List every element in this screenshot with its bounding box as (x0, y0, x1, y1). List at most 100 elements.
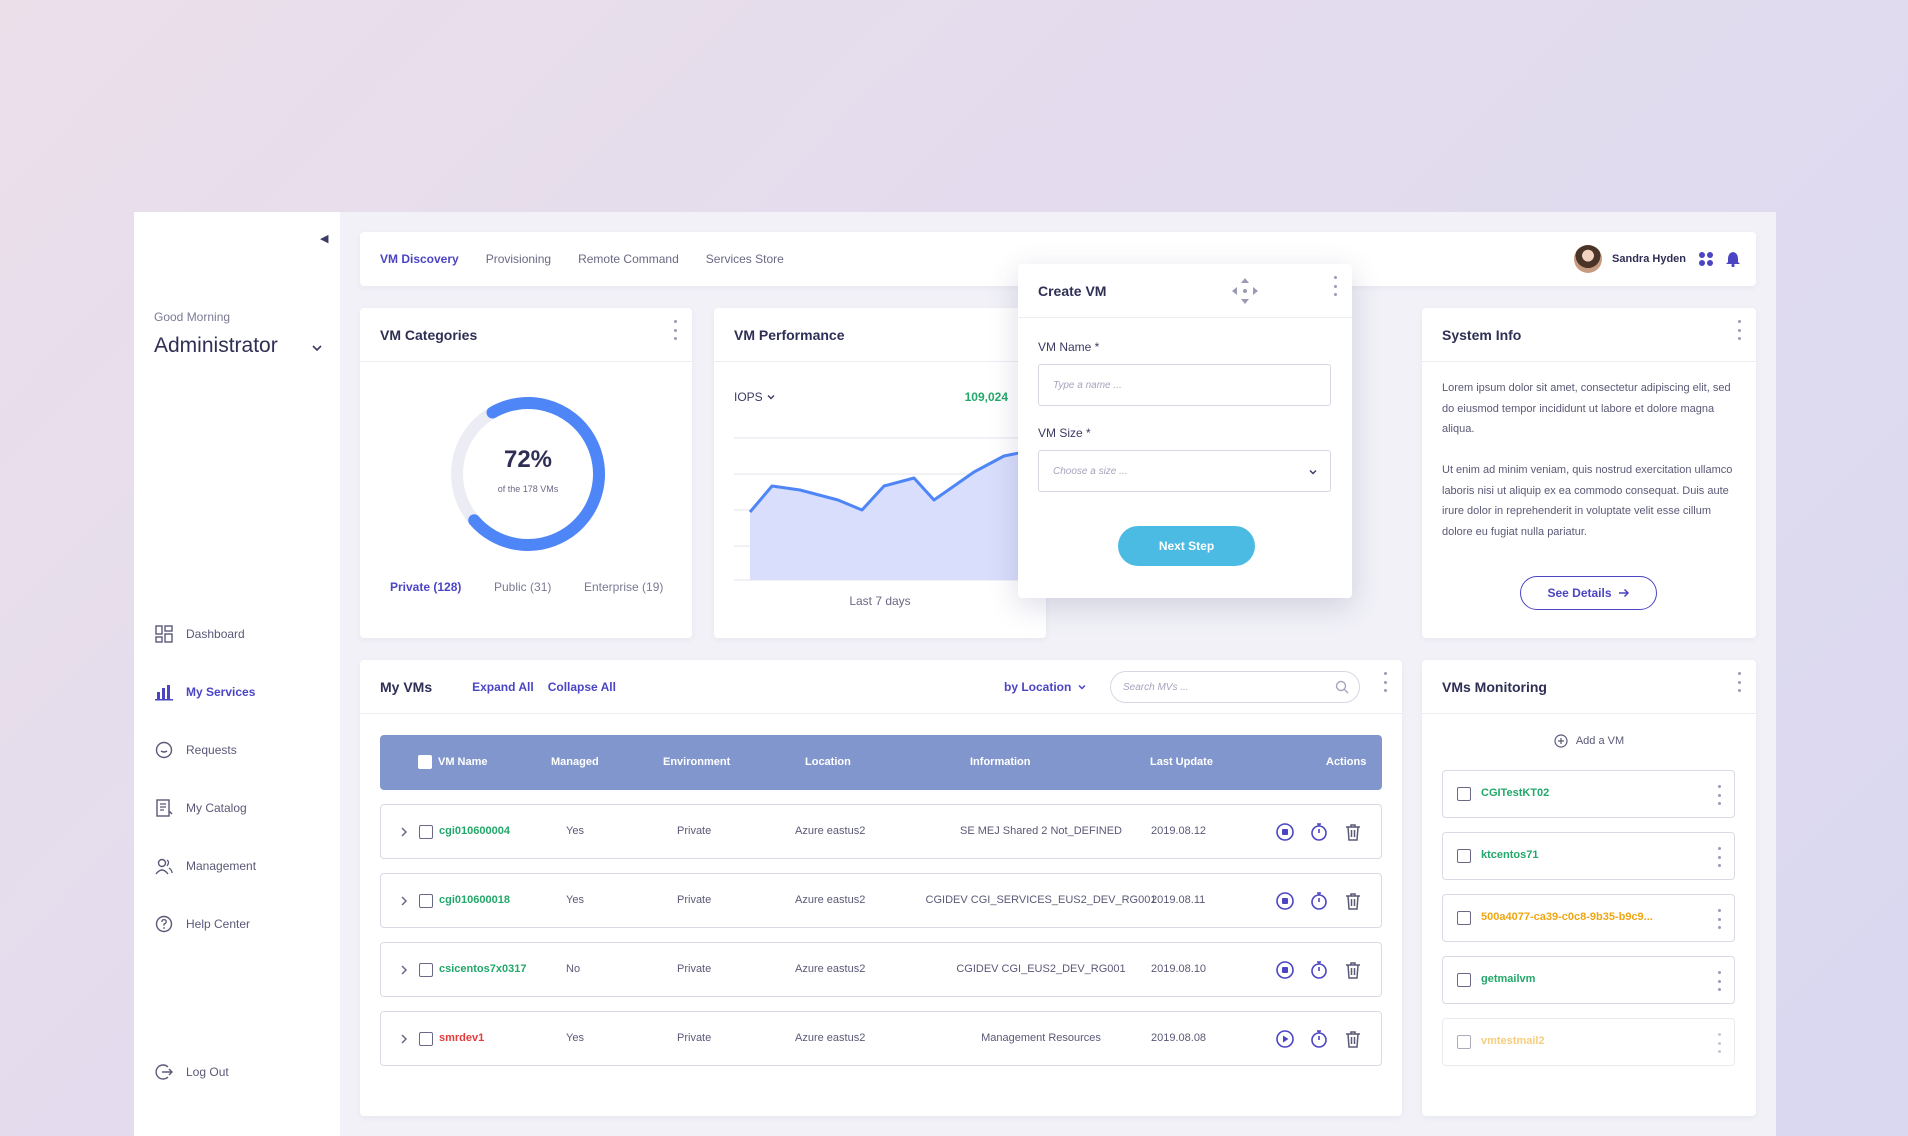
monitor-checkbox[interactable] (1457, 911, 1471, 925)
trash-icon[interactable] (1343, 1029, 1363, 1049)
location-cell: Azure eastus2 (795, 825, 866, 837)
vm-name-input[interactable]: Type a name ... (1038, 364, 1331, 406)
sidebar-item-dashboard[interactable]: Dashboard (154, 620, 324, 648)
legend-private[interactable]: Private (128) (390, 580, 462, 594)
chevron-right-icon[interactable] (399, 823, 409, 841)
chevron-right-icon[interactable] (399, 961, 409, 979)
row-checkbox[interactable] (419, 825, 433, 839)
card-title: VMs Monitoring (1442, 678, 1547, 695)
sidebar-item-help-center[interactable]: Help Center (154, 910, 324, 938)
monitor-checkbox[interactable] (1457, 849, 1471, 863)
expand-all-button[interactable]: Expand All (472, 679, 534, 694)
group-by-dropdown[interactable]: by Location (1004, 680, 1087, 694)
vm-name-cell[interactable]: csicentos7x0317 (439, 963, 527, 975)
trash-icon[interactable] (1343, 960, 1363, 980)
vm-performance-card: VM Performance IOPS 109,024 Last 7 days (714, 308, 1046, 638)
greeting: Good Morning (154, 310, 231, 324)
more-options-icon[interactable] (1716, 1033, 1722, 1053)
legend-enterprise[interactable]: Enterprise (19) (584, 580, 664, 594)
column-header[interactable]: Managed (551, 756, 599, 768)
select-all-checkbox[interactable] (418, 755, 432, 769)
vm-name-cell[interactable]: cgi010600018 (439, 894, 510, 906)
timer-icon[interactable] (1309, 891, 1329, 911)
sidebar-item-requests[interactable]: Requests (154, 736, 324, 764)
sidebar-item-my-catalog[interactable]: My Catalog (154, 794, 324, 822)
metric-dropdown[interactable]: IOPS (734, 390, 776, 404)
next-step-button[interactable]: Next Step (1118, 526, 1255, 566)
more-options-icon[interactable] (1332, 276, 1338, 296)
user-role-dropdown[interactable]: Administrator (154, 334, 278, 357)
column-header[interactable]: Location (805, 756, 851, 768)
table-row[interactable]: smrdev1 Yes Private Azure eastus2 Management… (380, 1011, 1382, 1066)
monitored-vm-item[interactable]: getmailvm (1442, 956, 1735, 1004)
stop-icon[interactable] (1275, 822, 1295, 842)
see-details-button[interactable]: See Details (1520, 576, 1657, 610)
column-header[interactable]: Environment (663, 756, 731, 768)
chevron-right-icon[interactable] (399, 1030, 409, 1048)
stop-icon[interactable] (1275, 891, 1295, 911)
environment-cell: Private (677, 894, 712, 906)
more-options-icon[interactable] (1716, 971, 1722, 991)
tab-vm-discovery[interactable]: VM Discovery (380, 252, 459, 266)
legend-public[interactable]: Public (31) (494, 580, 552, 594)
card-title: VM Performance (734, 326, 845, 343)
table-row[interactable]: cgi010600018 Yes Private Azure eastus2 CGIDE… (380, 873, 1382, 928)
managed-cell: Yes (566, 894, 584, 906)
table-row[interactable]: cgi010600004 Yes Private Azure eastus2 SE ME… (380, 804, 1382, 859)
column-header[interactable]: Last Update (1150, 756, 1213, 768)
row-checkbox[interactable] (419, 963, 433, 977)
monitor-checkbox[interactable] (1457, 973, 1471, 987)
monitor-checkbox[interactable] (1457, 787, 1471, 801)
tab-services-store[interactable]: Services Store (705, 252, 784, 266)
user-menu[interactable]: Sandra Hyden (1574, 245, 1686, 273)
more-options-icon[interactable] (672, 320, 678, 340)
collapse-all-button[interactable]: Collapse All (547, 679, 616, 694)
row-checkbox[interactable] (419, 894, 433, 908)
monitored-vm-item[interactable]: ktcentos71 (1442, 832, 1735, 880)
more-options-icon[interactable] (1716, 847, 1722, 867)
sidebar-item-management[interactable]: Management (154, 852, 324, 880)
stop-icon[interactable] (1275, 960, 1295, 980)
vm-name-cell[interactable]: cgi010600004 (439, 825, 510, 837)
move-icon[interactable] (1230, 276, 1260, 306)
logout-button[interactable]: Log Out (154, 1058, 324, 1086)
monitored-vm-name: getmailvm (1481, 973, 1536, 985)
more-options-icon[interactable] (1736, 320, 1742, 340)
performance-line (748, 450, 1025, 513)
tab-remote-command[interactable]: Remote Command (578, 252, 679, 266)
apps-grid-icon[interactable] (1698, 251, 1714, 267)
bell-icon[interactable] (1725, 251, 1741, 267)
collapse-sidebar-icon[interactable]: ◀ (320, 233, 329, 245)
timer-icon[interactable] (1309, 960, 1329, 980)
monitored-vm-name: 500a4077-ca39-c0c8-9b35-b9c9... (1481, 911, 1653, 923)
more-options-icon[interactable] (1716, 909, 1722, 929)
more-options-icon[interactable] (1382, 672, 1388, 692)
vm-size-select[interactable]: Choose a size ... (1038, 450, 1331, 492)
monitored-vm-item[interactable]: CGITestKT02 (1442, 770, 1735, 818)
timer-icon[interactable] (1309, 822, 1329, 842)
add-vm-button[interactable]: Add a VM (1422, 734, 1756, 748)
vm-name-cell[interactable]: smrdev1 (439, 1032, 485, 1044)
vm-size-label: VM Size * (1038, 426, 1091, 440)
table-row[interactable]: csicentos7x0317 No Private Azure eastus2 CGI… (380, 942, 1382, 997)
timer-icon[interactable] (1309, 1029, 1329, 1049)
trash-icon[interactable] (1343, 891, 1363, 911)
sidebar-item-my-services[interactable]: My Services (154, 678, 324, 706)
more-options-icon[interactable] (1736, 672, 1742, 692)
chevron-down-icon[interactable] (309, 340, 325, 356)
column-header[interactable]: Information (970, 756, 1031, 768)
monitored-vm-item[interactable]: 500a4077-ca39-c0c8-9b35-b9c9... (1442, 894, 1735, 942)
managed-cell: Yes (566, 1032, 584, 1044)
search-vms-input[interactable]: Search MVs ... (1110, 671, 1360, 703)
monitored-vm-item[interactable]: vmtestmail2 (1442, 1018, 1735, 1066)
bar-chart-icon (154, 682, 174, 702)
play-icon[interactable] (1275, 1029, 1295, 1049)
column-header[interactable]: VM Name (438, 756, 488, 768)
more-options-icon[interactable] (1716, 785, 1722, 805)
tab-provisioning[interactable]: Provisioning (485, 252, 552, 266)
monitor-checkbox[interactable] (1457, 1035, 1471, 1049)
app-window: ◀ Good Morning Administrator Dashboard M… (134, 212, 1776, 1136)
chevron-right-icon[interactable] (399, 892, 409, 910)
trash-icon[interactable] (1343, 822, 1363, 842)
row-checkbox[interactable] (419, 1032, 433, 1046)
